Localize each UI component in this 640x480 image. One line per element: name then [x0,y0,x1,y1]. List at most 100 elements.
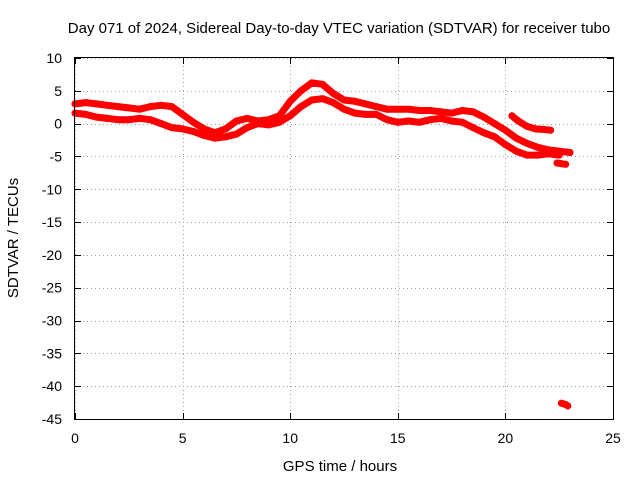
data-point [534,143,542,151]
data-point [103,114,111,122]
data-point [189,128,197,135]
y-tick-label: 0 [54,116,62,132]
data-point [547,126,555,134]
data-point [340,105,348,113]
data-point [426,107,434,114]
data-point [286,97,294,105]
data-point [232,117,240,125]
data-point [297,103,305,111]
data-point [448,109,456,117]
data-point [200,132,208,139]
data-point [362,100,369,108]
y-tick-labels: 10 5 0 -5 -10 -15 -20 -25 -30 -35 -40 -45 [42,50,62,427]
data-point [329,89,337,97]
data-point [534,151,542,159]
data-point [372,110,380,118]
data-point [394,105,402,113]
data-point [200,125,208,133]
data-point [351,97,359,105]
ticks [75,58,614,420]
data-point [566,149,574,156]
data-point [437,114,445,122]
data-point [540,126,548,133]
data-point [469,108,477,116]
data-point [458,107,466,114]
data-point [512,134,520,142]
x-tick-label: 25 [605,430,621,446]
data-point [93,113,100,121]
data-point [93,100,100,108]
x-tick-labels: 0 5 10 15 20 25 [71,430,621,446]
data-point [523,151,531,159]
data-point [168,124,176,132]
y-tick-label: -45 [42,411,62,427]
y-tick-label: -35 [42,345,62,361]
data-point [437,108,445,116]
x-tick-label: 0 [71,430,79,446]
data-point [125,116,133,124]
data-point [243,114,251,122]
data-point [136,105,144,113]
data-point [319,80,326,88]
data-point [275,118,283,126]
data-point [501,126,509,134]
data-point [508,112,516,120]
data-point [125,104,133,112]
x-tick-label: 20 [498,430,514,446]
x-tick-label: 15 [390,430,406,446]
data-point [114,103,122,111]
data-point [564,402,572,410]
data-point [362,110,369,118]
data-point [329,99,337,107]
data-point [562,160,570,168]
x-tick-label: 5 [179,430,187,446]
data-point [82,110,90,118]
data-point [179,125,187,133]
data-point [254,120,262,128]
data-point [179,110,187,118]
data-point [523,139,531,147]
data-point [319,95,326,103]
data-point [265,121,273,129]
data-point [480,129,488,137]
chart-title: Day 071 of 2024, Sidereal Day-to-day VTE… [68,20,610,37]
data-point [426,116,434,124]
data-point [415,107,423,114]
data-point [297,87,305,95]
data-point [383,105,391,113]
x-tick-label: 10 [282,430,298,446]
data-point [243,124,251,132]
y-tick-label: -20 [42,247,62,263]
data-point [232,130,240,138]
y-tick-label: -15 [42,214,62,230]
data-point [480,113,488,121]
y-tick-label: -5 [50,148,63,164]
series-layer [71,79,574,410]
y-tick-label: -40 [42,378,62,394]
data-point [383,116,391,124]
y-tick-label: -10 [42,181,62,197]
data-point [146,116,154,124]
plot-frame [74,57,614,420]
data-point [469,124,477,132]
data-point [308,96,316,104]
data-point [544,150,552,158]
data-point [351,109,359,117]
data-point [189,118,197,126]
data-point [114,116,122,124]
data-point [222,133,230,141]
data-point [405,117,413,125]
y-tick-label: -25 [42,280,62,296]
data-point [136,114,144,122]
data-point [448,117,456,125]
data-point [308,79,316,87]
y-axis-label: SDTVAR / TECUs [5,178,22,298]
data-point [405,105,413,113]
data-point [523,122,531,130]
data-point [146,103,154,111]
data-point [555,151,563,159]
data-point [211,134,219,142]
data-point [168,103,176,111]
data-point [394,118,402,126]
